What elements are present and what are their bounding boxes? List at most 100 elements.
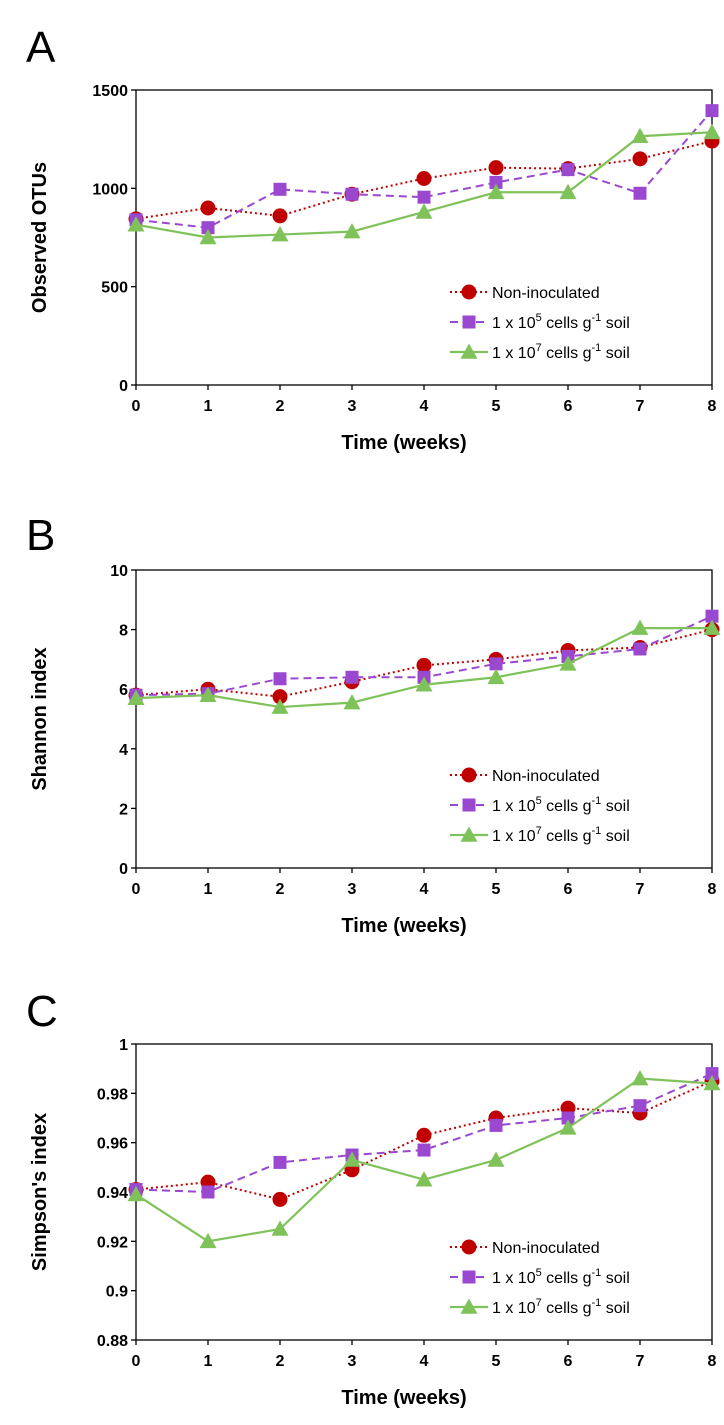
legend-marker-non-inoculated bbox=[461, 284, 477, 300]
legend-marker-e5 bbox=[462, 1270, 476, 1284]
y-axis-title: Shannon index bbox=[29, 647, 51, 790]
data-point-non-inoculated bbox=[632, 151, 648, 167]
x-tick-label: 7 bbox=[636, 881, 645, 898]
legend-text-part: soil bbox=[601, 1270, 629, 1287]
data-point-e7 bbox=[631, 1070, 649, 1086]
data-point-non-inoculated bbox=[416, 171, 432, 186]
x-tick-label: 0 bbox=[132, 398, 141, 415]
y-tick-label: 0 bbox=[119, 861, 128, 878]
chart-panel-b: B 0 2 4 6 8 10 0 1 2 3 4 5 6 7 8 Time (weeks) Shannon ind… bbox=[26, 511, 721, 937]
legend-text-part: cells g bbox=[542, 1300, 592, 1317]
data-point-e5 bbox=[201, 221, 215, 235]
data-point-e5 bbox=[633, 186, 647, 200]
legend-marker-e5 bbox=[462, 315, 476, 329]
legend-text-part: soil bbox=[601, 798, 629, 815]
legend-superscript: -1 bbox=[592, 312, 602, 324]
legend-text-part: cells g bbox=[542, 1270, 592, 1287]
data-point-e7 bbox=[415, 203, 433, 219]
legend-superscript: -1 bbox=[592, 825, 602, 837]
x-tick-label: 5 bbox=[492, 881, 501, 898]
legend-label-non-inoculated: Non-inoculated bbox=[492, 768, 600, 785]
y-tick-label: 4 bbox=[119, 742, 128, 759]
data-point-non-inoculated bbox=[416, 1127, 432, 1143]
legend-text-part: cells g bbox=[542, 315, 592, 332]
legend-label-e5: 1 x 105 cells g-1 soil bbox=[492, 795, 630, 815]
y-tick-label: 0.94 bbox=[97, 1185, 128, 1202]
y-tick-label: 10 bbox=[110, 563, 128, 580]
series-line-e7 bbox=[135, 1077, 713, 1243]
chart-panel-c: C 0.88 0.9 0.92 0.94 0.96 0.98 1 0 1 2 3 4 5 6 7 8 Time (… bbox=[26, 987, 721, 1409]
legend-marker-e7 bbox=[460, 826, 478, 842]
legend-label-non-inoculated: Non-inoculated bbox=[492, 285, 600, 302]
x-tick-label: 7 bbox=[636, 398, 645, 415]
y-axis-title: Observed OTUs bbox=[29, 162, 51, 313]
x-tick-label: 8 bbox=[708, 398, 717, 415]
data-point-e5 bbox=[489, 1118, 503, 1132]
y-tick-label: 0.88 bbox=[97, 1333, 128, 1350]
series-line-e5 bbox=[135, 1072, 713, 1194]
data-point-e7 bbox=[127, 1185, 145, 1202]
legend-text-part: soil bbox=[601, 345, 629, 362]
x-tick-label: 0 bbox=[132, 881, 141, 898]
legend-marker-non-inoculated bbox=[461, 1239, 477, 1255]
legend-superscript: -1 bbox=[592, 795, 602, 807]
legend-item-non-inoculated: Non-inoculated bbox=[450, 1239, 600, 1257]
data-point-e5 bbox=[417, 1143, 431, 1157]
data-point-e5 bbox=[705, 104, 719, 118]
legend-item-e7: 1 x 107 cells g-1 soil bbox=[450, 342, 630, 362]
data-point-non-inoculated bbox=[488, 160, 504, 176]
legend-superscript: -1 bbox=[592, 342, 602, 354]
legend-label-e7: 1 x 107 cells g-1 soil bbox=[492, 1297, 630, 1317]
data-point-e7 bbox=[559, 1119, 577, 1135]
legend-text-part: soil bbox=[601, 828, 629, 845]
x-tick-label: 3 bbox=[348, 881, 357, 898]
data-point-e5 bbox=[489, 175, 503, 189]
legend-text-part: Non-inoculated bbox=[492, 285, 600, 302]
legend-text-part: 1 x 10 bbox=[492, 1300, 536, 1317]
data-point-e7 bbox=[631, 127, 649, 144]
data-point-non-inoculated bbox=[272, 208, 288, 224]
legend-text-part: cells g bbox=[542, 828, 592, 845]
legend-text-part: 1 x 10 bbox=[492, 1270, 536, 1287]
legend-superscript: -1 bbox=[592, 1297, 602, 1309]
data-point-e7 bbox=[703, 619, 721, 635]
y-tick-label: 8 bbox=[119, 623, 128, 640]
x-tick-label: 8 bbox=[708, 881, 717, 898]
plot-frame bbox=[135, 569, 713, 869]
data-point-e5 bbox=[489, 657, 503, 671]
legend-text-part: soil bbox=[601, 1300, 629, 1317]
data-point-e7 bbox=[487, 668, 505, 685]
data-point-e7 bbox=[343, 223, 361, 239]
y-tick-label: 0.96 bbox=[97, 1136, 128, 1153]
data-point-non-inoculated bbox=[272, 689, 288, 705]
data-point-e7 bbox=[631, 619, 649, 635]
x-tick-label: 4 bbox=[420, 1353, 429, 1370]
legend-superscript: 5 bbox=[536, 795, 542, 807]
x-tick-label: 3 bbox=[348, 1353, 357, 1370]
legend-item-e7: 1 x 107 cells g-1 soil bbox=[450, 1297, 630, 1317]
legend-label-e7: 1 x 107 cells g-1 soil bbox=[492, 342, 630, 362]
y-tick-label: 0.92 bbox=[97, 1234, 128, 1251]
data-point-e7 bbox=[487, 1151, 505, 1167]
data-point-non-inoculated bbox=[416, 657, 432, 673]
x-tick-label: 3 bbox=[348, 398, 357, 415]
x-tick-label: 6 bbox=[564, 398, 573, 415]
y-tick-label: 1000 bbox=[92, 181, 128, 198]
x-tick-label: 2 bbox=[276, 1353, 285, 1370]
legend-text-part: soil bbox=[601, 315, 629, 332]
x-tick-label: 8 bbox=[708, 1353, 717, 1370]
y-tick-label: 2 bbox=[119, 801, 128, 818]
data-point-non-inoculated bbox=[200, 200, 216, 216]
y-tick-label: 1500 bbox=[92, 83, 128, 100]
series-line-non-inoculated bbox=[135, 140, 713, 220]
data-point-e7 bbox=[199, 229, 217, 245]
legend-label-e7: 1 x 107 cells g-1 soil bbox=[492, 825, 630, 845]
data-point-e5 bbox=[201, 1185, 215, 1199]
data-point-e5 bbox=[345, 187, 359, 201]
x-tick-label: 5 bbox=[492, 1353, 501, 1370]
legend-marker-e7 bbox=[460, 343, 478, 359]
data-point-e7 bbox=[343, 694, 361, 710]
